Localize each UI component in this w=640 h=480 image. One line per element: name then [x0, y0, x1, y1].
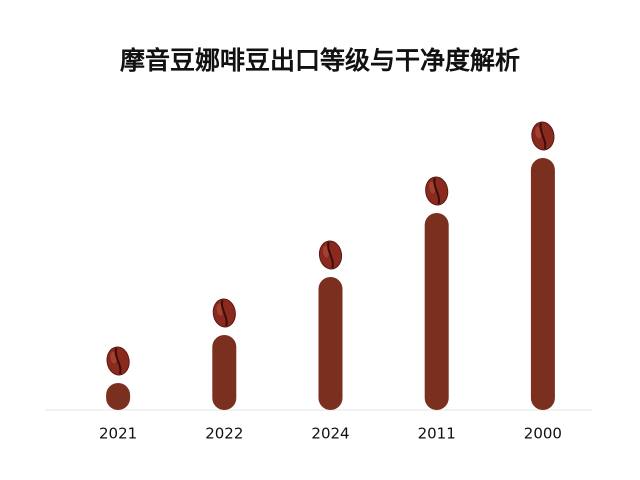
chart-title: 摩音豆娜啡豆出口等级与干净度解析 — [120, 46, 520, 75]
bar — [212, 335, 237, 410]
bean-highlight — [216, 303, 223, 316]
bean-crease — [433, 177, 441, 205]
x-tick-label: 2022 — [205, 425, 243, 443]
coffee-bean — [318, 240, 343, 270]
x-tick-label: 2000 — [524, 425, 562, 443]
bean-highlight — [429, 181, 436, 194]
bar — [106, 383, 131, 410]
coffee-bean — [425, 176, 449, 206]
bean-crease — [539, 122, 547, 150]
coffee-bean — [106, 346, 130, 376]
bean-crease — [327, 241, 334, 269]
bean-highlight — [110, 351, 117, 364]
x-tick-label: 2024 — [311, 425, 349, 443]
bean-crease — [220, 299, 228, 327]
x-tick-label: 2011 — [418, 425, 456, 443]
x-tick-label: 2021 — [99, 425, 137, 443]
bar — [318, 277, 343, 410]
bar — [424, 213, 449, 410]
bar — [530, 158, 555, 410]
coffee-bean — [531, 121, 555, 151]
bean-crease — [114, 347, 122, 375]
bean-highlight — [322, 245, 330, 258]
bean-highlight — [535, 126, 542, 139]
coffee-bean — [212, 298, 236, 328]
